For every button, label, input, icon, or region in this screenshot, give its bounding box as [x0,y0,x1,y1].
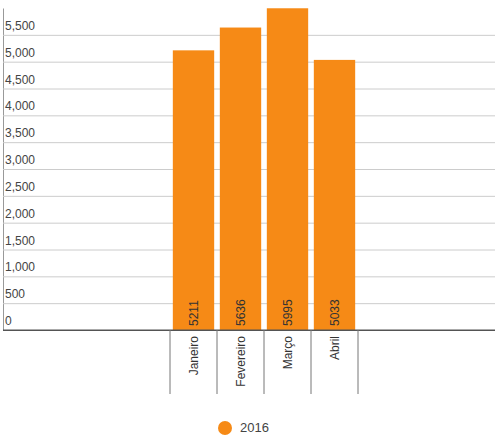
y-tick-label: 2,500 [5,180,35,194]
y-tick-label: 0 [5,314,12,328]
y-tick-label: 3,000 [5,153,35,167]
category-separator [217,330,218,394]
bar [173,50,214,330]
category-separator [358,330,359,394]
y-tick-label: 3,500 [5,126,35,140]
data-label: 5636 [234,299,248,326]
y-tick-label: 4,000 [5,99,35,113]
bar [220,28,261,330]
x-tick-label: Janeiro [187,336,201,376]
y-axis: 0 500 1,000 1,500 2,000 2,500 3,000 3,500 4,000 4… [3,9,495,331]
data-label: 5995 [281,299,295,326]
y-tick-label: 5,500 [5,19,35,33]
x-axis: Janeiro Fevereiro Março Abril [170,330,358,394]
x-axis-line [3,330,495,331]
data-label: 5033 [328,299,342,326]
bars [173,8,355,330]
y-tick-label: 1,500 [5,234,35,248]
chart: 0 500 1,000 1,500 2,000 2,500 3,000 3,500 4,000 4… [0,0,499,444]
category-separator [311,330,312,394]
x-tick-label: Abril [328,336,342,360]
legend-label: 2016 [240,420,269,435]
y-tick-label: 4,500 [5,73,35,87]
grid-line [3,330,495,331]
legend-swatch [218,421,232,435]
x-tick-label: Fevereiro [234,336,248,387]
legend: 2016 [218,420,269,435]
x-tick-label: Março [281,336,295,370]
category-separator [170,330,171,394]
bar [267,8,308,330]
data-label: 5211 [187,300,201,326]
y-tick-label: 5,000 [5,46,35,60]
category-separator [264,330,265,394]
y-tick-label: 2,000 [5,207,35,221]
y-tick-label: 1,000 [5,260,35,274]
y-tick-label: 500 [5,287,25,301]
data-labels: 5211 5636 5995 5033 [187,299,342,326]
bar [314,60,355,330]
